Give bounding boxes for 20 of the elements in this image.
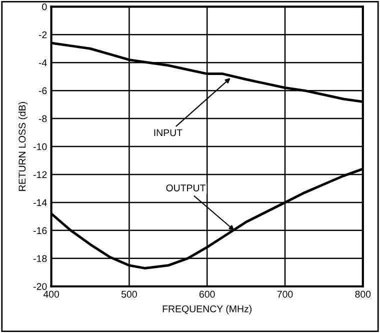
y-tick-label: -16	[34, 227, 47, 234]
y-axis-title: RETURN LOSS (dB)	[18, 102, 28, 191]
y-tick-label: -14	[34, 199, 47, 206]
x-axis-title: FREQUENCY (MHz)	[162, 305, 252, 314]
y-tick-label: -18	[34, 255, 47, 262]
y-tick-label: -12	[34, 171, 47, 178]
annotation: OUTPUT	[166, 184, 206, 192]
x-tick-label: 400	[43, 290, 60, 298]
x-tick-label: 800	[355, 290, 371, 298]
x-tick-label: 700	[277, 290, 293, 298]
y-tick-label: -6	[38, 87, 47, 94]
y-tick-label: -8	[38, 115, 47, 122]
y-tick-label: 0	[42, 3, 47, 10]
y-tick-label: -2	[38, 31, 47, 38]
annotation: INPUT	[154, 129, 182, 136]
x-tick-label: 600	[199, 290, 215, 298]
y-tick-label: -20	[34, 283, 47, 290]
y-tick-label: -10	[34, 143, 47, 150]
x-tick-label: 500	[121, 290, 137, 298]
y-tick-label: -4	[38, 59, 47, 66]
